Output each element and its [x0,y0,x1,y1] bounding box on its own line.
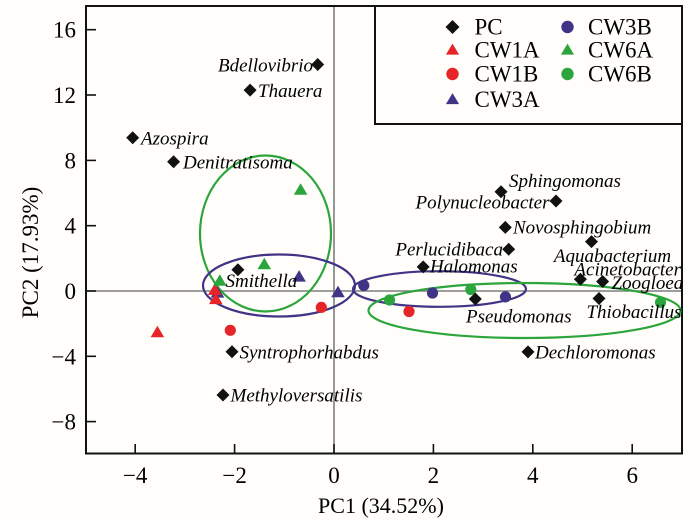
svg-text:Syntrophorhabdus: Syntrophorhabdus [240,343,379,364]
svg-text:CW6B: CW6B [588,62,652,87]
svg-text:Denitratisoma: Denitratisoma [182,153,293,174]
svg-text:Novosphingobium: Novosphingobium [512,218,651,239]
svg-text:PC2 (17.93%): PC2 (17.93%) [18,187,43,319]
svg-text:−2: −2 [222,463,246,488]
svg-text:CW3B: CW3B [588,15,652,40]
svg-text:Acinetobacter: Acinetobacter [572,260,681,281]
svg-text:8: 8 [65,148,77,173]
svg-text:16: 16 [53,18,76,43]
svg-text:Bdellovibrio: Bdellovibrio [218,56,313,77]
svg-text:CW1B: CW1B [475,62,539,87]
svg-text:CW1A: CW1A [475,38,541,63]
svg-text:Thauera: Thauera [258,81,322,102]
svg-text:Dechloromonas: Dechloromonas [534,343,656,364]
svg-text:6: 6 [626,463,638,488]
svg-text:CW6A: CW6A [588,38,654,63]
svg-text:Azospira: Azospira [139,129,209,150]
svg-text:−8: −8 [52,410,76,435]
svg-text:−4: −4 [123,463,148,488]
svg-text:Zoogloea: Zoogloea [612,273,684,294]
svg-text:Sphingomonas: Sphingomonas [509,171,621,192]
svg-text:Aquabacterium: Aquabacterium [552,246,671,267]
svg-text:0: 0 [328,463,340,488]
svg-text:12: 12 [53,83,76,108]
svg-text:2: 2 [428,463,440,488]
svg-text:PC: PC [475,15,503,40]
svg-text:0: 0 [65,279,77,304]
svg-text:Halomonas: Halomonas [429,257,518,278]
svg-text:Methyloversatilis: Methyloversatilis [230,386,363,407]
svg-text:4: 4 [527,463,539,488]
svg-text:4: 4 [65,214,77,239]
svg-text:Pseudomonas: Pseudomonas [465,307,572,328]
svg-text:CW3A: CW3A [475,87,541,112]
svg-text:−4: −4 [52,344,77,369]
svg-text:PC1 (34.52%): PC1 (34.52%) [318,493,444,518]
svg-text:Polynucleobacter: Polynucleobacter [414,193,550,214]
svg-text:Perlucidibaca: Perlucidibaca [394,240,503,261]
svg-text:Thiobacillus: Thiobacillus [586,302,681,323]
svg-text:Smithella: Smithella [226,271,298,292]
